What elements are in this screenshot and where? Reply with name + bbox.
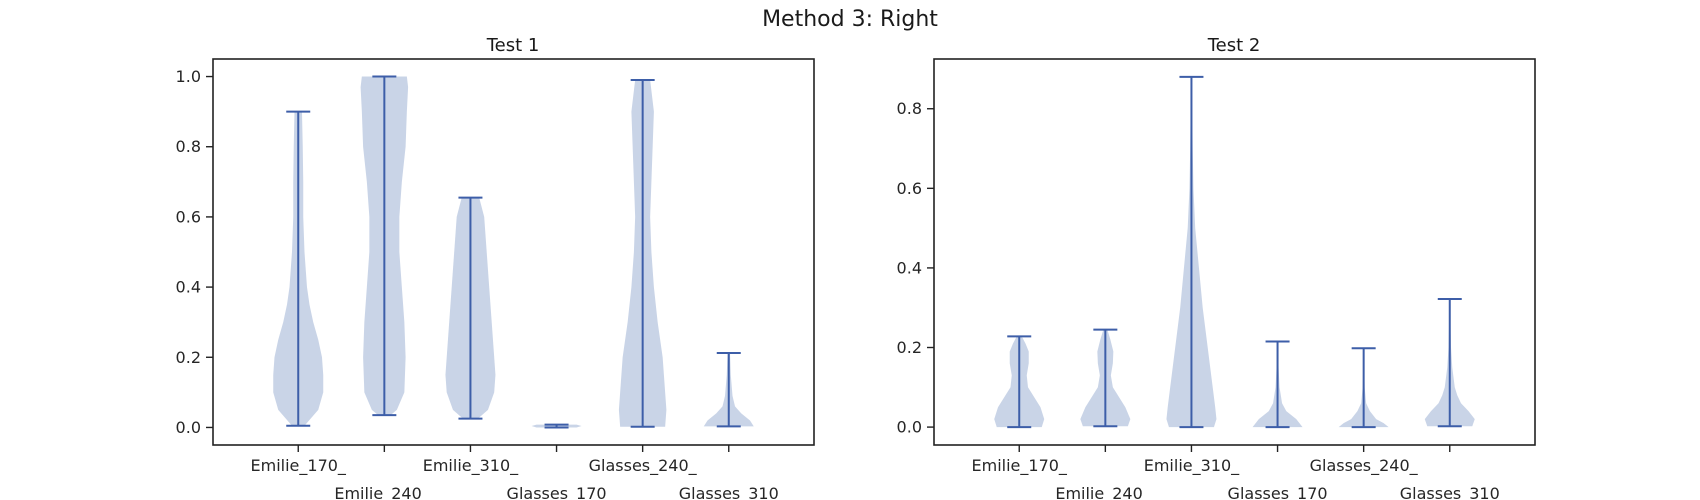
y-tick-label: 0.8 — [897, 99, 922, 118]
y-tick-label: 0.6 — [176, 207, 201, 226]
y-tick-label: 0.6 — [897, 179, 922, 198]
chart-title: Test 2 — [1207, 35, 1261, 56]
x-tick-label: Emilie_170_ — [972, 456, 1068, 476]
y-tick-label: 0.4 — [897, 258, 922, 277]
y-tick-label: 0.2 — [897, 338, 922, 357]
x-tick-label: Emilie_310_ — [423, 456, 519, 476]
y-tick-label: 0.2 — [176, 348, 201, 367]
x-tick-label: Glasses_240_ — [1310, 456, 1419, 476]
x-tick-label: Glasses_310 — [1400, 484, 1500, 500]
x-tick-label: Emilie_240 — [1055, 484, 1142, 500]
y-tick-label: 1.0 — [176, 67, 201, 86]
x-tick-label: Emilie_240 — [334, 484, 421, 500]
figure-suptitle: Method 3: Right — [762, 7, 938, 32]
chart-panel-test-2: Test 2 0.0 0.2 0.4 0.6 0.8 Emilie_170_ Emilie… — [897, 35, 1536, 500]
y-tick-label: 0.0 — [897, 418, 922, 437]
y-tick-label: 0.0 — [176, 418, 201, 437]
axes-frame — [933, 58, 1536, 446]
x-tick-label: Glasses_170 — [507, 484, 607, 500]
x-tick-label: Emilie_310_ — [1144, 456, 1240, 476]
x-tick-label: Emilie_170_ — [251, 456, 347, 476]
x-tick-label: Glasses_310 — [679, 484, 779, 500]
chart-panel-test-1: Test 1 0.0 0.2 0.4 0.6 0.8 1.0 Emilie_170_ Emi… — [176, 35, 815, 500]
axes-frame — [212, 58, 815, 446]
y-tick-label: 0.8 — [176, 137, 201, 156]
chart-title: Test 1 — [486, 35, 540, 56]
x-tick-label: Glasses_240_ — [589, 456, 698, 476]
x-tick-label: Glasses_170 — [1228, 484, 1328, 500]
y-tick-label: 0.4 — [176, 278, 201, 297]
